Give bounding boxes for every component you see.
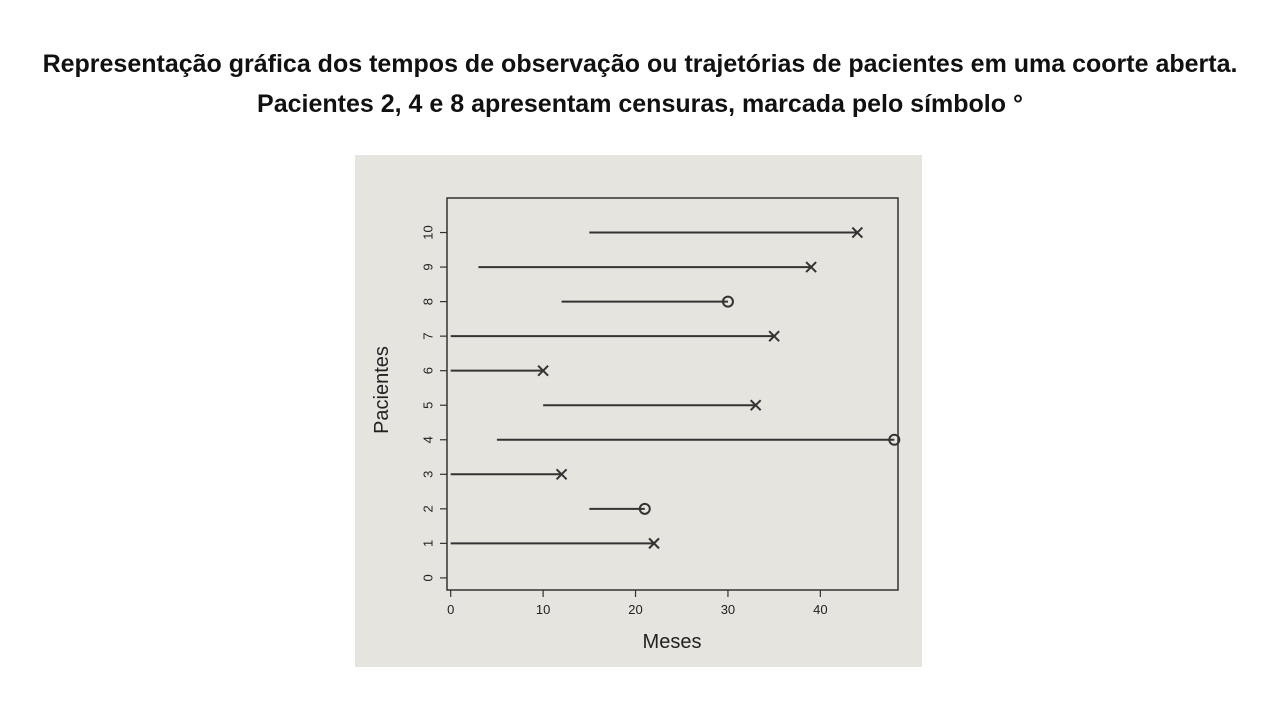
x-tick-label: 30 — [721, 602, 735, 617]
event-marker — [749, 399, 762, 411]
y-tick-label: 9 — [420, 263, 435, 270]
y-tick-label: 5 — [420, 402, 435, 409]
y-tick-label: 1 — [420, 540, 435, 547]
chart-background — [355, 155, 922, 667]
event-marker — [768, 330, 780, 342]
x-tick-label: 40 — [813, 602, 827, 617]
y-tick-label: 4 — [420, 436, 435, 443]
censor-marker — [721, 295, 734, 308]
x-tick-label: 0 — [447, 602, 454, 617]
event-marker — [805, 261, 817, 273]
y-tick-label: 6 — [420, 367, 435, 374]
x-axis-label: Meses — [643, 631, 702, 653]
y-tick-label: 10 — [420, 225, 435, 239]
y-axis-label: Pacientes — [371, 346, 393, 434]
event-marker — [555, 468, 568, 481]
x-tick-label: 10 — [536, 602, 550, 617]
x-tick-label: 20 — [628, 602, 642, 617]
y-tick-label: 0 — [420, 574, 435, 581]
event-marker — [851, 226, 864, 239]
y-tick-label: 8 — [420, 298, 435, 305]
event-marker — [537, 364, 549, 377]
event-marker — [648, 537, 660, 550]
censor-marker — [638, 502, 651, 515]
y-tick-label: 2 — [420, 505, 435, 512]
plot-frame — [446, 197, 899, 591]
y-tick-label: 3 — [420, 471, 435, 478]
slide-title: Representação gráfica dos tempos de obse… — [42, 50, 1238, 118]
censor-marker — [888, 433, 901, 446]
y-tick-label: 7 — [420, 333, 435, 340]
